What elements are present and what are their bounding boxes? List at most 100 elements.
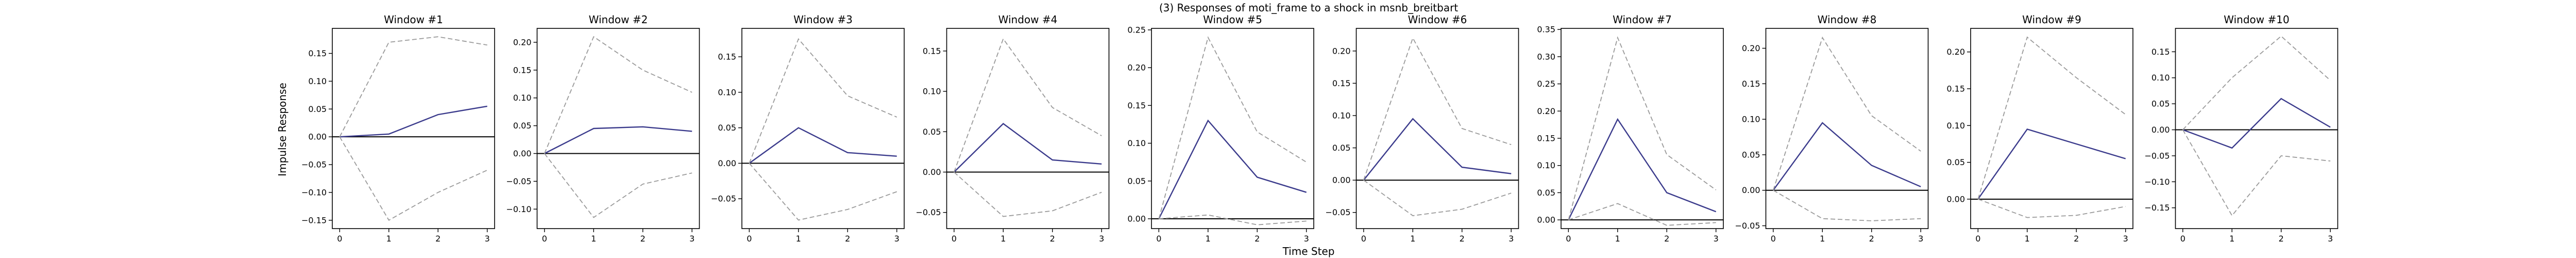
y-tick-label: −0.05 — [506, 176, 531, 186]
y-tick-label: 0.15 — [2151, 47, 2170, 57]
x-tick-label: 3 — [2123, 234, 2128, 244]
x-tick-label: 3 — [1099, 234, 1104, 244]
x-tick-label: 2 — [845, 234, 850, 244]
y-tick-label: 0.20 — [1332, 46, 1351, 56]
panel-frame — [536, 28, 700, 229]
panels-group: Window #10 1 2 3−0.15−0.10−0.050.000.050.10… — [301, 13, 2338, 244]
panel-frame — [741, 28, 905, 229]
x-tick-label: 0 — [1156, 234, 1161, 244]
x-tick-label: 2 — [2074, 234, 2079, 244]
figure-suptitle: (3) Responses of moti_frame to a shock i… — [1159, 2, 1458, 14]
panel-title: Window #5 — [1203, 13, 1262, 26]
panel-window-7: Window #7 0 1 2 3 0.00 0.05 0.10 0.15 0.20 0.25 0.3… — [1537, 13, 1724, 244]
upper-band-line — [2182, 35, 2331, 131]
y-tick-label: 0.15 — [513, 65, 532, 75]
y-tick-label: 0.20 — [1127, 63, 1146, 73]
panel-title: Window #4 — [998, 13, 1058, 26]
x-tick-label: 0 — [747, 234, 752, 244]
y-tick-label: 0.00 — [308, 132, 327, 142]
x-tick-label: 3 — [1714, 234, 1719, 244]
y-tick-label: −0.05 — [711, 194, 736, 204]
y-tick-label: 0.05 — [923, 127, 941, 137]
impulse-response-line — [2182, 98, 2331, 149]
x-tick-label: 1 — [591, 234, 596, 244]
panel-window-1: Window #1 0 1 2 3 −0.15 −0.10 −0.05 0.00 0.05 0.10… — [301, 13, 495, 244]
x-tick-label: 0 — [2180, 234, 2185, 244]
lower-band-line — [339, 136, 488, 221]
lower-band-line — [1159, 214, 1307, 225]
panel-window-10: Window #10 0 1 2 3 −0.15 −0.10 −0.05 0.00 0.05 0.1… — [2144, 13, 2338, 244]
x-tick-label: 3 — [1304, 234, 1309, 244]
x-tick-label: 3 — [689, 234, 694, 244]
y-tick-label: 0.00 — [1127, 214, 1146, 223]
x-tick-label: 2 — [435, 234, 440, 244]
y-tick-label: 0.25 — [1537, 79, 1555, 89]
y-tick-label: 0.00 — [1537, 215, 1555, 225]
y-tick-label: 0.00 — [1946, 194, 1965, 204]
x-tick-label: 0 — [542, 234, 547, 244]
y-tick-label: 0.15 — [1946, 84, 1965, 93]
impulse-response-line — [1363, 118, 1512, 181]
upper-band-line — [1772, 36, 1921, 190]
y-tick-label: −0.15 — [2144, 203, 2170, 213]
panel-title: Window #3 — [793, 13, 853, 26]
y-tick-label: 0.05 — [1537, 188, 1555, 198]
x-tick-label: 0 — [952, 234, 957, 244]
y-tick-label: 0.10 — [1537, 160, 1555, 170]
impulse-response-line — [1977, 128, 2126, 200]
x-tick-label: 1 — [2025, 234, 2030, 244]
x-tick-label: 3 — [1918, 234, 1923, 244]
panel-title: Window #2 — [589, 13, 648, 26]
x-tick-label: 1 — [2229, 234, 2234, 244]
y-tick-label: 0.05 — [1946, 157, 1965, 167]
y-tick-label: 0.10 — [1742, 115, 1760, 124]
y-tick-label: 0.05 — [1742, 150, 1760, 159]
impulse-response-line — [1772, 122, 1921, 191]
x-tick-label: 1 — [796, 234, 801, 244]
x-tick-label: 1 — [1410, 234, 1415, 244]
y-tick-label: −0.10 — [301, 187, 327, 197]
upper-band-line — [339, 36, 487, 137]
lower-band-line — [954, 171, 1102, 217]
panel-frame — [1151, 28, 1314, 229]
lower-band-line — [749, 163, 897, 221]
upper-band-line — [953, 38, 1102, 172]
y-tick-label: 0.10 — [1332, 110, 1351, 120]
upper-band-line — [1568, 36, 1717, 220]
x-tick-label: 0 — [1771, 234, 1776, 244]
y-tick-label: 0.00 — [1332, 175, 1351, 185]
y-tick-label: 0.05 — [1127, 176, 1146, 186]
lower-band-line — [2182, 130, 2331, 217]
panel-window-8: Window #8 0 1 2 3 −0.05 0.00 0.05 0.10 0.15 0.20 — [1735, 13, 1929, 244]
y-tick-label: 0.10 — [1946, 121, 1965, 131]
x-tick-label: 2 — [1460, 234, 1465, 244]
lower-band-line — [1568, 203, 1716, 226]
x-tick-label: 3 — [2328, 234, 2333, 244]
y-tick-label: 0.15 — [1742, 79, 1760, 89]
y-tick-label: 0.25 — [1127, 25, 1146, 35]
x-tick-label: 2 — [640, 234, 646, 244]
y-tick-label: −0.05 — [2144, 151, 2170, 160]
y-tick-label: 0.05 — [513, 121, 532, 131]
y-tick-label: 0.00 — [923, 167, 941, 177]
y-tick-label: 0.15 — [1127, 101, 1146, 110]
impulse-response-line — [1158, 119, 1307, 219]
panel-title: Window #9 — [2022, 13, 2081, 26]
y-tick-label: 0.10 — [1127, 138, 1146, 148]
panel-window-3: Window #3 0 1 2 3 −0.05 0.00 0.05 0.10 0.15 — [711, 13, 905, 244]
upper-band-line — [749, 38, 897, 164]
panel-frame — [1355, 28, 1519, 229]
y-tick-label: 0.30 — [1537, 52, 1555, 61]
y-tick-label: −0.10 — [2144, 177, 2170, 187]
impulse-response-line — [1568, 118, 1717, 220]
lower-band-line — [1773, 189, 1921, 221]
y-tick-label: −0.05 — [916, 207, 941, 217]
y-tick-label: 0.10 — [923, 87, 941, 96]
x-tick-label: 3 — [894, 234, 900, 244]
panel-title: Window #7 — [1613, 13, 1672, 26]
y-tick-label: 0.15 — [923, 46, 941, 56]
panel-window-5: Window #5 0 1 2 3 0.00 0.05 0.10 0.15 0.20 0.25 — [1127, 13, 1314, 244]
panel-frame — [1970, 28, 2133, 229]
panel-window-2: Window #2 0 1 2 3 −0.10 −0.05 0.00 0.05 0.10 0.15 0… — [506, 13, 700, 244]
